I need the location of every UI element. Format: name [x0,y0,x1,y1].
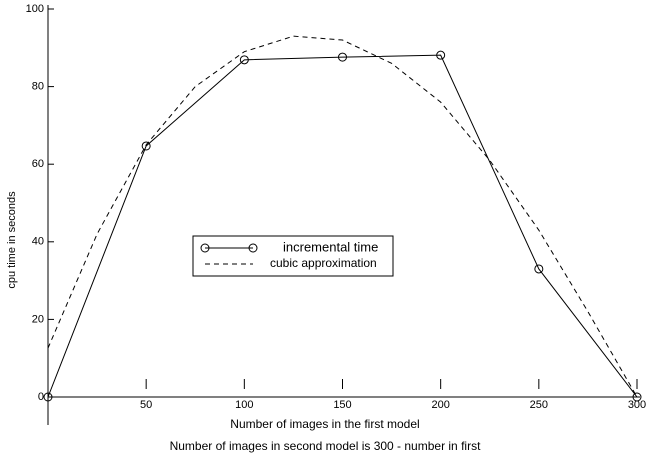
x-tick-label: 100 [235,399,253,411]
data-point [436,50,446,60]
legend-marker [200,243,210,253]
y-tick-label: 20 [32,313,44,325]
legend-label: cubic approximation [270,256,377,270]
x-axis-label: Number of images in the first model [230,417,419,431]
x-tick-label: 150 [333,399,351,411]
data-point [632,392,642,402]
x-tick-label: 300 [628,399,646,411]
x-tick-label: 250 [530,399,548,411]
y-axis-label: cpu time in seconds [6,191,18,289]
legend-label: incremental time [283,239,378,254]
y-tick-label: 100 [26,3,44,15]
data-point [239,55,249,65]
series-line [47,54,638,398]
y-tick-label: 0 [38,391,44,403]
series-line [47,35,638,398]
data-point [534,264,544,274]
x-tick-label: 50 [140,399,152,411]
y-tick-label: 80 [32,81,44,93]
legend-marker [248,243,258,253]
data-point [338,52,347,62]
y-tick-label: 40 [32,236,44,248]
legend-box [192,235,394,277]
x-axis-label-2: Number of images in second model is 300 … [170,439,481,453]
data-point [43,392,53,402]
y-tick-label: 60 [32,158,44,170]
x-tick-label: 200 [431,399,449,411]
data-point [141,141,151,151]
